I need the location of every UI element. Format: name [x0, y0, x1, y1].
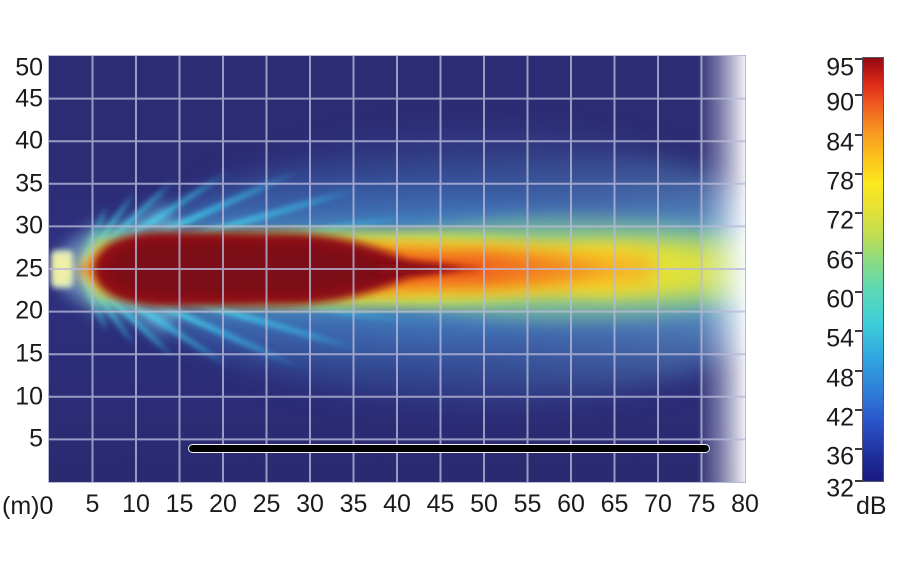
colorbar-label-36: 36 — [826, 442, 854, 471]
scale-bar — [188, 443, 711, 453]
y-tick-15: 15 — [15, 339, 43, 368]
x-tick-20: 20 — [209, 490, 237, 518]
y-tick-35: 35 — [15, 169, 43, 198]
colorbar-label-54: 54 — [826, 324, 854, 353]
colorbar-tick-66 — [855, 252, 862, 254]
x-tick-5: 5 — [85, 490, 100, 518]
y-axis-tick-labels: 50 45 40 35 30 25 20 15 10 5 — [0, 0, 43, 571]
colorbar-tick-42 — [855, 409, 862, 411]
colorbar-label-66: 66 — [826, 246, 854, 275]
y-tick-10: 10 — [15, 382, 43, 411]
colorbar-unit-label: dB — [856, 492, 887, 520]
x-tick-35: 35 — [339, 490, 368, 518]
x-tick-25: 25 — [252, 490, 281, 518]
x-tick-55: 55 — [513, 490, 542, 518]
x-tick-75: 75 — [687, 490, 716, 518]
y-tick-40: 40 — [15, 126, 43, 155]
x-tick-65: 65 — [600, 490, 629, 518]
colorbar-tick-60 — [855, 291, 862, 293]
colorbar-tick-36 — [855, 448, 862, 450]
colorbar-label-72: 72 — [826, 206, 854, 235]
colorbar-tick-95 — [855, 58, 862, 60]
colorbar-gradient — [862, 57, 884, 482]
x-tick-60: 60 — [557, 490, 585, 518]
x-tick-10: 10 — [122, 490, 150, 518]
y-tick-25: 25 — [15, 254, 43, 283]
colorbar — [855, 57, 884, 482]
colorbar-tick-labels: 95 90 84 78 72 66 60 54 48 42 36 32 — [812, 0, 854, 571]
colorbar-tick-54 — [855, 330, 862, 332]
x-tick-50: 50 — [470, 490, 498, 518]
y-tick-20: 20 — [15, 296, 43, 325]
y-tick-5: 5 — [29, 424, 43, 453]
x-tick-80: 80 — [731, 490, 759, 518]
colorbar-label-78: 78 — [826, 167, 854, 196]
colorbar-tick-84 — [855, 134, 862, 136]
colorbar-label-48: 48 — [826, 364, 854, 393]
y-tick-50: 50 — [15, 53, 43, 82]
axis-unit-label: (m)0 — [2, 492, 53, 521]
colorbar-tick-72 — [855, 212, 862, 214]
colorbar-label-95: 95 — [826, 53, 854, 82]
heatmap-field — [49, 56, 745, 482]
colorbar-tick-78 — [855, 173, 862, 175]
x-tick-45: 45 — [426, 490, 455, 518]
colorbar-label-42: 42 — [826, 403, 854, 432]
heatmap-plot — [48, 55, 746, 483]
x-tick-15: 15 — [165, 490, 194, 518]
colorbar-tick-48 — [855, 370, 862, 372]
y-tick-30: 30 — [15, 211, 43, 240]
colorbar-label-60: 60 — [826, 285, 854, 314]
colorbar-tick-90 — [855, 94, 862, 96]
colorbar-tick-32 — [855, 480, 862, 482]
colorbar-label-90: 90 — [826, 88, 854, 117]
colorbar-label-32: 32 — [826, 474, 854, 503]
y-tick-45: 45 — [15, 84, 43, 113]
x-tick-30: 30 — [296, 490, 324, 518]
colorbar-label-84: 84 — [826, 128, 854, 157]
x-tick-0: 0 — [39, 492, 54, 520]
x-tick-70: 70 — [644, 490, 672, 518]
x-tick-40: 40 — [383, 490, 411, 518]
axis-unit-text: (m) — [2, 492, 40, 520]
